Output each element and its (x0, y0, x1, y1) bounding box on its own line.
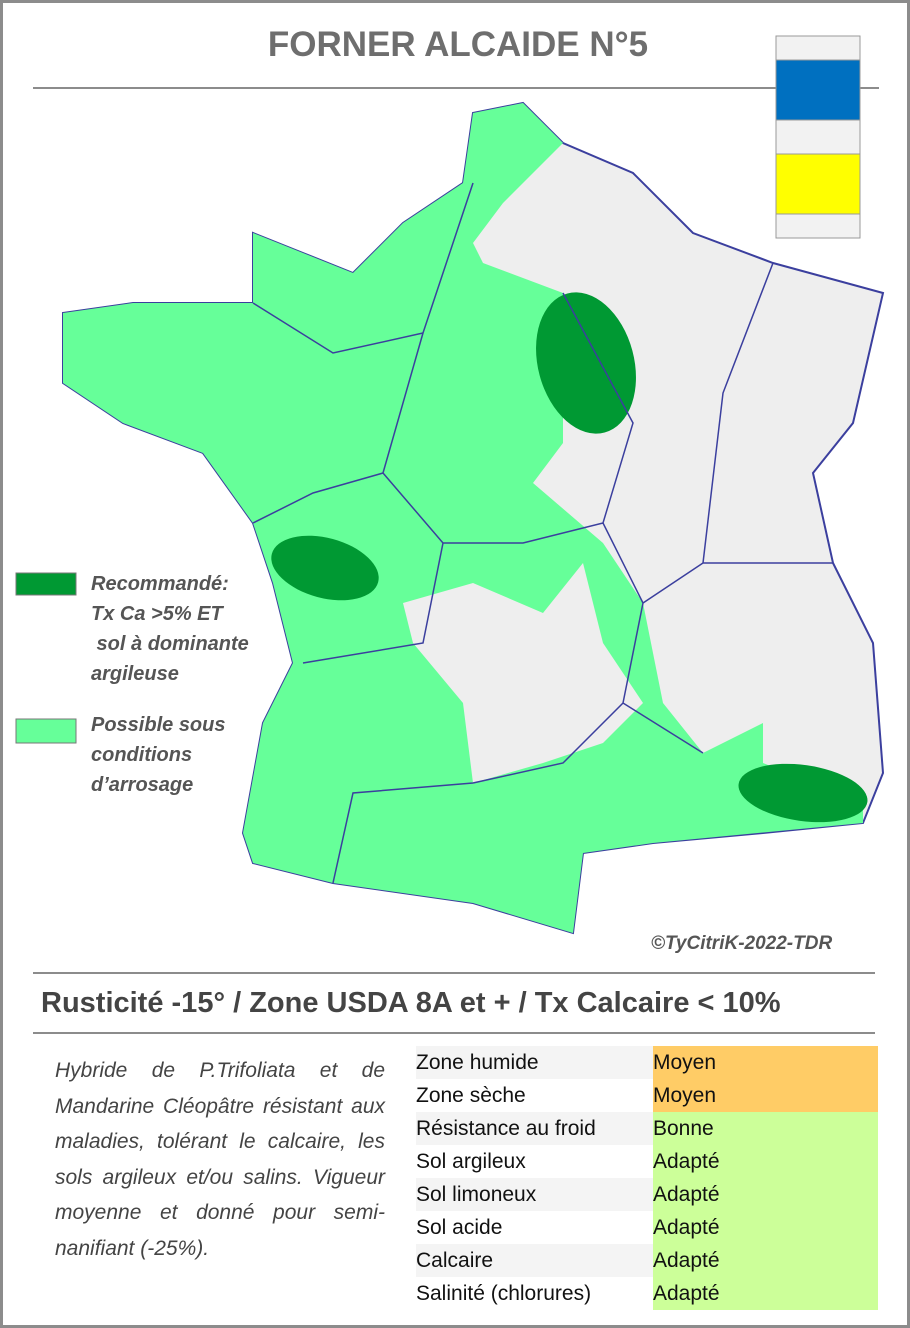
row-value: Moyen (653, 1079, 878, 1112)
legend-line: sol à dominante (91, 633, 249, 655)
table-row: Sol limoneux Adapté (416, 1178, 878, 1211)
table-row: Résistance au froid Bonne (416, 1112, 878, 1145)
title: FORNER ALCAIDE N°5 (267, 25, 649, 64)
possible-zone (63, 103, 863, 933)
rule (33, 1032, 875, 1034)
row-value: Adapté (653, 1211, 878, 1244)
row-label: Résistance au froid (416, 1112, 653, 1145)
table-row: Sol acide Adapté (416, 1211, 878, 1244)
row-label: Sol argileux (416, 1145, 653, 1178)
row-value: Bonne (653, 1112, 878, 1145)
excluded-zone (403, 563, 643, 783)
row-label: Zone humide (416, 1046, 653, 1079)
rule (33, 87, 879, 89)
row-value: Adapté (653, 1145, 878, 1178)
row-value: Moyen (653, 1046, 878, 1079)
row-label: Sol acide (416, 1211, 653, 1244)
regions (252, 182, 833, 884)
legend-swatch (15, 572, 77, 596)
table-row: Calcaire Adapté (416, 1244, 878, 1277)
row-value: Adapté (653, 1178, 878, 1211)
table-row: Zone humide Moyen (416, 1046, 878, 1079)
table: Zone humide Moyen Zone sèche Moyen Résistanc… (416, 1046, 878, 1310)
legend-entry: Possible sous conditions d’arrosage (91, 710, 226, 800)
row-value: Adapté (653, 1244, 878, 1277)
table-row: Salinité (chlorures) Adapté (416, 1277, 878, 1310)
legend-line: Tx Ca >5% ET (91, 603, 223, 625)
recommended-zones (271, 292, 868, 823)
description: Hybride de P.Trifoliata et de Mandarine … (55, 1059, 385, 1260)
table-row: Zone sèche Moyen (416, 1079, 878, 1112)
legend-line: argileuse (91, 663, 179, 685)
credit: ©TyCitriK-2022-TDR (651, 933, 833, 954)
row-value: Adapté (653, 1277, 878, 1310)
legend-line: conditions (91, 744, 193, 766)
summary: Rusticité -15° / Zone USDA 8A et + / Tx … (41, 987, 781, 1019)
row-label: Calcaire (416, 1244, 653, 1277)
legend-entry: Recommandé: Tx Ca >5% ET sol à dominante a… (91, 569, 249, 689)
flag (775, 35, 861, 239)
legend-line: Recommandé: (91, 573, 229, 595)
legend-line: d’arrosage (91, 774, 194, 796)
legend-line: Possible sous (91, 714, 226, 736)
rule (33, 972, 875, 974)
map (15, 35, 885, 935)
table-row: Sol argileux Adapté (416, 1145, 878, 1178)
legend-swatch (15, 718, 77, 744)
row-label: Zone sèche (416, 1079, 653, 1112)
row-label: Sol limoneux (416, 1178, 653, 1211)
row-label: Salinité (chlorures) (416, 1277, 653, 1310)
